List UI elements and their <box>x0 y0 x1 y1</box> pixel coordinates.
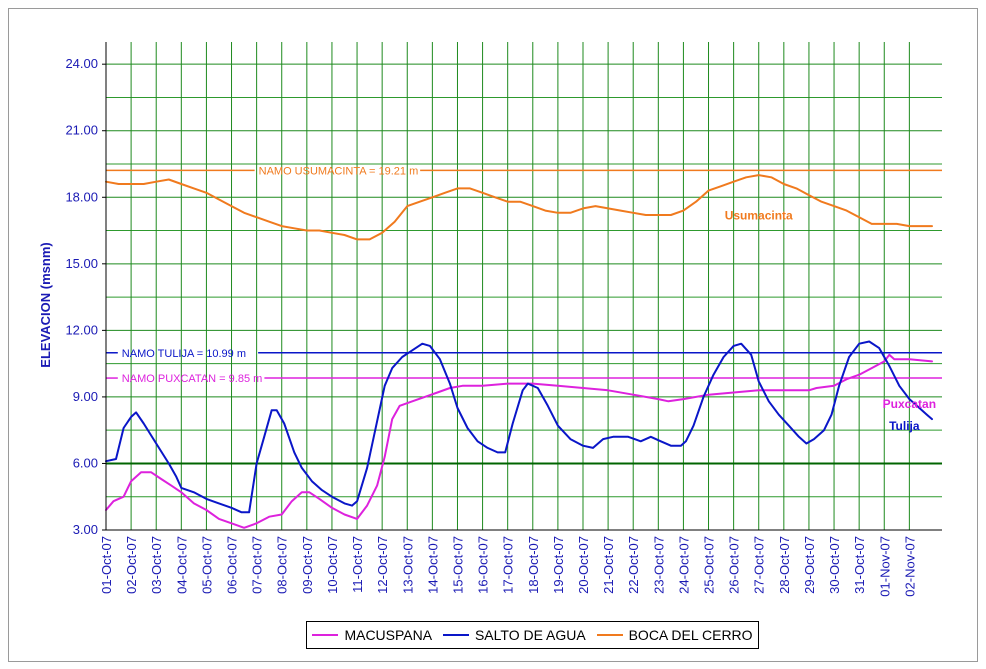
reference-line-label: NAMO PUXCATAN = 9.85 m <box>122 373 263 385</box>
annotations: Usumacinta Puxcatan Tulija <box>725 208 936 433</box>
x-tick-label: 15-Oct-07 <box>450 536 465 594</box>
legend-item-macuspana: MACUSPANA <box>312 627 432 643</box>
x-tick-label: 28-Oct-07 <box>777 536 792 594</box>
legend-label: SALTO DE AGUA <box>474 627 586 643</box>
y-tick-label: 12.00 <box>65 322 98 337</box>
x-tick-label: 29-Oct-07 <box>802 536 817 594</box>
series-lines <box>105 174 933 529</box>
y-axis-label: ELEVACION (msnm) <box>38 242 53 367</box>
x-tick-label: 04-Oct-07 <box>174 536 189 594</box>
x-tick-label: 21-Oct-07 <box>601 536 616 594</box>
y-tick-label: 21.00 <box>65 123 98 138</box>
x-tick-label: 06-Oct-07 <box>225 536 240 594</box>
x-tick-label: 25-Oct-07 <box>702 536 717 594</box>
x-tick-label: 18-Oct-07 <box>526 536 541 594</box>
y-tick-label: 24.00 <box>65 56 98 71</box>
series-line-macuspana <box>105 353 933 529</box>
y-tick-label: 15.00 <box>65 256 98 271</box>
legend-item-boca-del-cerro: BOCA DEL CERRO <box>596 627 753 643</box>
y-tick-label: 6.00 <box>73 455 98 470</box>
x-tick-label: 20-Oct-07 <box>576 536 591 594</box>
x-tick-label: 02-Nov-07 <box>902 536 917 597</box>
grid <box>105 42 942 531</box>
x-tick-label: 24-Oct-07 <box>676 536 691 594</box>
reference-line-label: NAMO USUMACINTA = 19.21 m <box>259 165 419 177</box>
x-tick-label: 23-Oct-07 <box>651 536 666 594</box>
x-tick-label: 01-Oct-07 <box>99 536 114 594</box>
tick-labels: 3.00 6.00 9.00 12.00 15.00 18.00 21.00 24.00 01-… <box>65 56 917 597</box>
x-tick-label: 26-Oct-07 <box>727 536 742 594</box>
x-tick-label: 02-Oct-07 <box>124 536 139 594</box>
legend-label: BOCA DEL CERRO <box>628 627 753 643</box>
series-line-boca-del-cerro <box>105 174 933 241</box>
x-tick-label: 27-Oct-07 <box>752 536 767 594</box>
chart-frame <box>8 8 978 662</box>
legend-swatch <box>312 634 339 636</box>
x-tick-label: 14-Oct-07 <box>425 536 440 594</box>
annotation-label: Puxcatan <box>883 397 936 411</box>
x-tick-label: 08-Oct-07 <box>275 536 290 594</box>
x-tick-label: 10-Oct-07 <box>325 536 340 594</box>
x-tick-label: 01-Nov-07 <box>877 536 892 597</box>
series-line-salto-de-agua <box>105 340 933 514</box>
axes <box>102 42 942 531</box>
x-tick-label: 12-Oct-07 <box>375 536 390 594</box>
x-tick-label: 09-Oct-07 <box>300 536 315 594</box>
x-tick-label: 11-Oct-07 <box>350 536 365 593</box>
x-tick-label: 16-Oct-07 <box>476 536 491 594</box>
x-tick-label: 22-Oct-07 <box>626 536 641 594</box>
legend-swatch <box>596 634 623 636</box>
legend: MACUSPANA SALTO DE AGUA BOCA DEL CERRO <box>306 621 759 649</box>
x-tick-label: 17-Oct-07 <box>501 536 516 594</box>
x-tick-label: 05-Oct-07 <box>199 536 214 594</box>
x-tick-label: 30-Oct-07 <box>827 536 842 594</box>
x-tick-label: 19-Oct-07 <box>551 536 566 594</box>
legend-swatch <box>442 634 469 636</box>
x-tick-label: 13-Oct-07 <box>400 536 415 594</box>
y-tick-label: 18.00 <box>65 189 98 204</box>
reference-line-label: NAMO TULIJA = 10.99 m <box>122 348 246 360</box>
x-tick-label: 31-Oct-07 <box>852 536 867 594</box>
x-tick-label: 07-Oct-07 <box>250 536 265 594</box>
annotation-label: Tulija <box>889 419 920 433</box>
legend-label: MACUSPANA <box>344 627 433 643</box>
legend-item-salto-de-agua: SALTO DE AGUA <box>442 627 586 643</box>
reference-lines: NAMO USUMACINTA = 19.21 m NAMO TULIJA = 1… <box>106 165 942 385</box>
y-tick-label: 9.00 <box>73 389 98 404</box>
y-tick-label: 3.00 <box>73 522 98 537</box>
x-tick-label: 03-Oct-07 <box>149 536 164 594</box>
annotation-label: Usumacinta <box>725 208 793 222</box>
